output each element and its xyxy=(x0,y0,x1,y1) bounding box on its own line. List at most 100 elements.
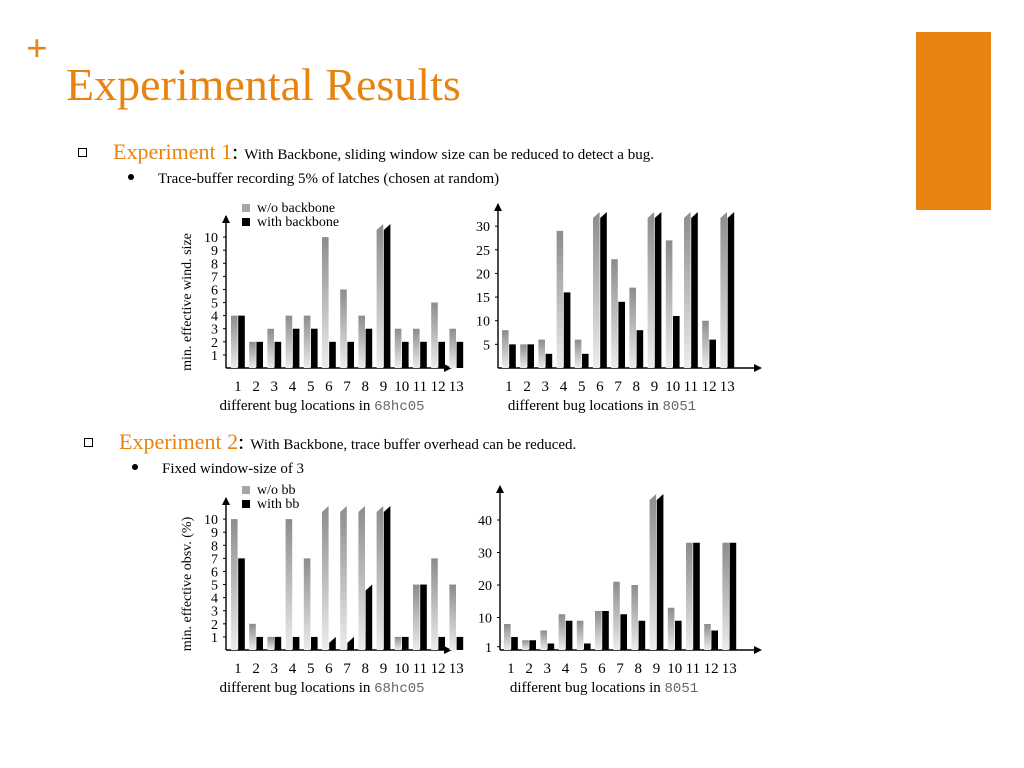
x-tick-label: 8 xyxy=(362,379,370,395)
x-tick-label: 11 xyxy=(413,379,427,395)
x-tick-label: 11 xyxy=(413,661,427,677)
bar-with-4 xyxy=(565,620,573,650)
bar-with-5 xyxy=(311,328,318,368)
x-tick-label: 9 xyxy=(380,379,388,395)
x-tick-label: 12 xyxy=(704,661,719,677)
x-axis-label: different bug locations in 8051 xyxy=(508,398,696,415)
bar-without-11 xyxy=(686,542,693,650)
x-tick-label: 2 xyxy=(252,379,260,395)
bar-with-9 xyxy=(654,212,662,368)
y-tick-label: 10 xyxy=(478,612,492,627)
legend-swatch xyxy=(242,486,250,494)
y-tick-label: 5 xyxy=(211,297,218,312)
bar-with-10 xyxy=(402,636,409,650)
y-tick-label: 8 xyxy=(211,257,218,272)
y-tick-label: 30 xyxy=(476,220,490,235)
x-tick-label: 5 xyxy=(580,661,588,677)
x-tick-label: 13 xyxy=(720,379,735,395)
bar-with-7 xyxy=(347,636,354,650)
bar-with-8 xyxy=(636,330,644,368)
bar-with-7 xyxy=(618,301,625,368)
bar-without-13 xyxy=(720,212,727,368)
bar-with-2 xyxy=(256,636,263,650)
x-tick-label: 12 xyxy=(702,379,717,395)
y-tick-label: 20 xyxy=(476,267,490,282)
bar-without-5 xyxy=(576,620,584,650)
x-axis-arrow-icon xyxy=(754,364,762,372)
experiment-1-description: With Backbone, sliding window size can b… xyxy=(244,147,654,163)
x-tick-label: 2 xyxy=(523,379,531,395)
bar-with-6 xyxy=(329,636,336,650)
bar-without-4 xyxy=(285,519,293,650)
bar-with-1 xyxy=(238,558,245,650)
x-tick-label: 9 xyxy=(651,379,659,395)
plus-icon: + xyxy=(26,28,48,70)
x-tick-label: 7 xyxy=(343,661,351,677)
bar-without-1 xyxy=(231,519,238,650)
x-axis-label-text: different bug locations in xyxy=(510,680,665,696)
y-axis-arrow-icon xyxy=(222,497,230,505)
bar-without-10 xyxy=(667,607,675,650)
y-axis-arrow-icon xyxy=(494,203,502,211)
y-tick-label: 20 xyxy=(478,579,492,594)
bar-with-3 xyxy=(547,643,555,650)
y-tick-label: 4 xyxy=(211,592,218,607)
legend-label: w/o bb xyxy=(257,483,296,498)
square-bullet-icon xyxy=(78,148,87,157)
bar-without-10 xyxy=(394,636,402,650)
bar-with-13 xyxy=(456,636,464,650)
y-tick-label: 6 xyxy=(211,283,218,298)
bar-without-7 xyxy=(613,581,620,650)
bar-with-1 xyxy=(238,315,245,368)
bar-with-10 xyxy=(673,316,680,368)
x-tick-label: 9 xyxy=(380,661,388,677)
bar-without-12 xyxy=(431,302,438,368)
bar-with-11 xyxy=(693,542,700,650)
bar-with-8 xyxy=(365,584,373,650)
bar-without-8 xyxy=(358,315,365,368)
bar-with-10 xyxy=(402,341,409,368)
bar-without-13 xyxy=(449,328,456,368)
x-axis-arrow-icon xyxy=(754,646,762,654)
x-axis-arrow-icon xyxy=(444,364,452,372)
bar-with-11 xyxy=(420,584,427,650)
bar-with-4 xyxy=(292,328,300,368)
legend-label: with bb xyxy=(257,497,299,512)
bar-with-11 xyxy=(691,212,698,368)
bar-without-9 xyxy=(647,212,655,368)
y-tick-label: 3 xyxy=(211,605,218,620)
round-bullet-icon xyxy=(132,464,138,470)
bar-with-4 xyxy=(563,292,571,368)
bar-with-6 xyxy=(329,341,336,368)
bar-without-11 xyxy=(413,328,420,368)
bar-with-2 xyxy=(529,640,536,650)
bar-with-12 xyxy=(711,630,718,650)
x-axis-label-text: different bug locations in xyxy=(219,398,374,414)
y-axis-arrow-icon xyxy=(222,215,230,223)
slide-title: Experimental Results xyxy=(66,59,461,110)
x-tick-label: 3 xyxy=(544,661,552,677)
bar-with-13 xyxy=(727,212,735,368)
x-tick-label: 10 xyxy=(394,661,409,677)
x-tick-label: 1 xyxy=(505,379,513,395)
bar-without-6 xyxy=(322,237,329,368)
x-tick-label: 1 xyxy=(234,661,242,677)
y-axis-label: min. effective obsv. (%) xyxy=(180,516,195,651)
y-tick-label: 3 xyxy=(211,323,218,338)
x-tick-label: 10 xyxy=(394,379,409,395)
experiment-2-bullet: Experiment 2 : With Backbone, trace buff… xyxy=(84,429,576,455)
bar-with-6 xyxy=(600,212,607,368)
x-axis-label-design: 68hc05 xyxy=(374,399,424,415)
bar-without-13 xyxy=(722,542,729,650)
bar-with-12 xyxy=(438,636,445,650)
bar-without-12 xyxy=(431,558,438,650)
y-tick-label: 10 xyxy=(204,231,218,246)
x-axis-label: different bug locations in 8051 xyxy=(510,680,698,697)
x-tick-label: 8 xyxy=(633,379,641,395)
legend-swatch xyxy=(242,204,250,212)
bar-without-8 xyxy=(631,585,638,650)
y-tick-label: 10 xyxy=(476,315,490,330)
y-tick-label: 9 xyxy=(211,244,218,259)
x-tick-label: 7 xyxy=(614,379,622,395)
